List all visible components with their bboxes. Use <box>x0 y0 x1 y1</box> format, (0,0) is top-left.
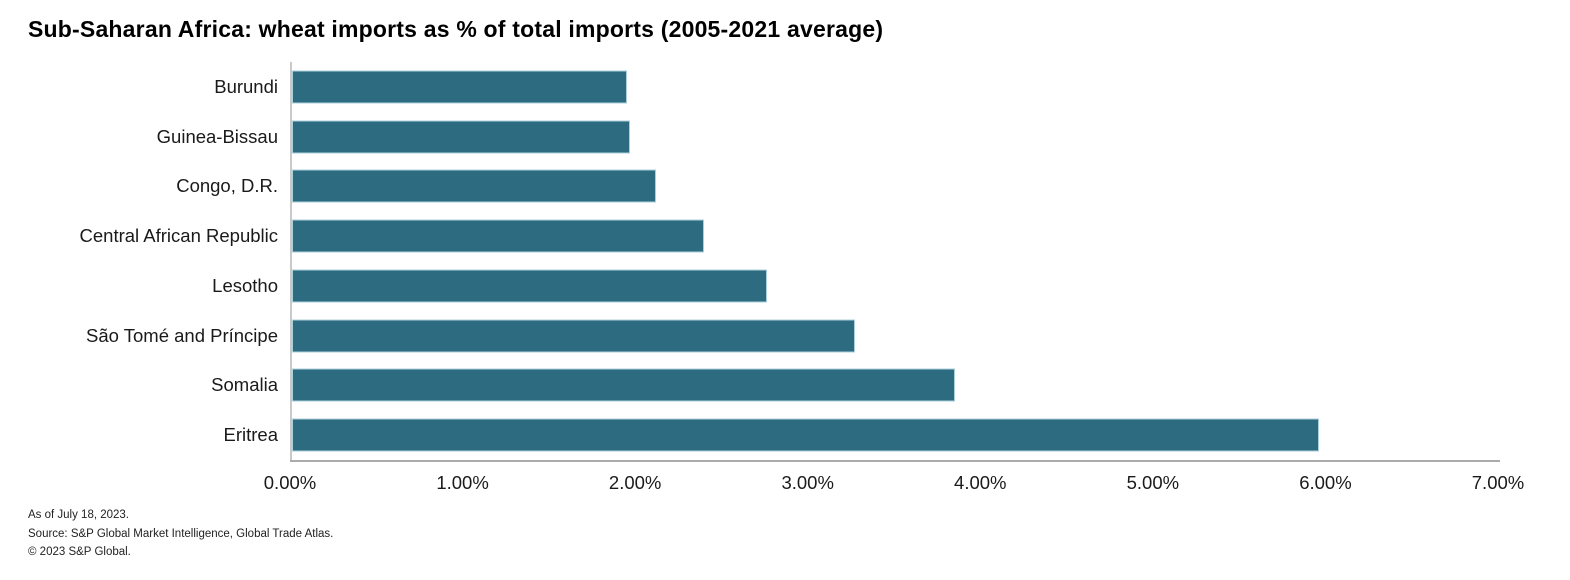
x-tick-label: 5.00% <box>1126 472 1180 493</box>
bar <box>292 368 955 402</box>
bar <box>292 269 767 303</box>
category-label: Central African Republic <box>79 225 278 247</box>
chart-title: Sub-Saharan Africa: wheat imports as % o… <box>28 16 884 42</box>
category-label: Guinea-Bissau <box>156 125 278 147</box>
bar <box>292 120 631 154</box>
bar-row: Eritrea <box>0 410 1570 460</box>
category-label: Somalia <box>211 374 278 396</box>
bar <box>292 219 705 253</box>
bar-row: Lesotho <box>0 261 1570 311</box>
category-label: São Tomé and Príncipe <box>86 324 278 346</box>
bar <box>292 319 855 353</box>
bar-row: Guinea-Bissau <box>0 112 1570 162</box>
bar-row: Burundi <box>0 62 1570 112</box>
y-axis-line <box>290 62 292 462</box>
footnote-line: Source: S&P Global Market Intelligence, … <box>28 527 334 540</box>
x-tick-label: 7.00% <box>1471 472 1525 493</box>
x-tick-label: 1.00% <box>436 472 489 493</box>
bar-chart-plot-area: Burundi Guinea-Bissau Congo, D.R. Central A… <box>0 62 1570 462</box>
category-label: Eritrea <box>223 424 279 446</box>
bar <box>292 169 657 203</box>
category-label: Congo, D.R. <box>176 175 278 197</box>
footnote-line: © 2023 S&P Global. <box>28 546 131 558</box>
footnote-line: As of July 18, 2023. <box>28 509 130 521</box>
x-tick-label: 2.00% <box>608 472 662 493</box>
category-label: Lesotho <box>212 274 278 296</box>
bar-row: Central African Republic <box>0 211 1570 261</box>
bar-row: São Tomé and Príncipe <box>0 311 1570 361</box>
x-tick-label: 6.00% <box>1299 472 1352 493</box>
bar-row: Congo, D.R. <box>0 162 1570 212</box>
category-label: Burundi <box>214 75 278 97</box>
x-tick-label: 0.00% <box>263 472 317 493</box>
bar <box>292 70 627 104</box>
x-axis-tick-labels: 0.00% 1.00% 2.00% 3.00% 4.00% 5.00% 6.00% 7.00% <box>0 472 1570 498</box>
x-tick-label: 3.00% <box>781 472 834 493</box>
footnotes: As of July 18, 2023. Source: S&P Global M… <box>28 506 333 562</box>
x-axis-baseline <box>290 460 1500 462</box>
bar <box>292 418 1319 452</box>
x-tick-label: 4.00% <box>954 472 1007 493</box>
bar-row: Somalia <box>0 361 1570 411</box>
